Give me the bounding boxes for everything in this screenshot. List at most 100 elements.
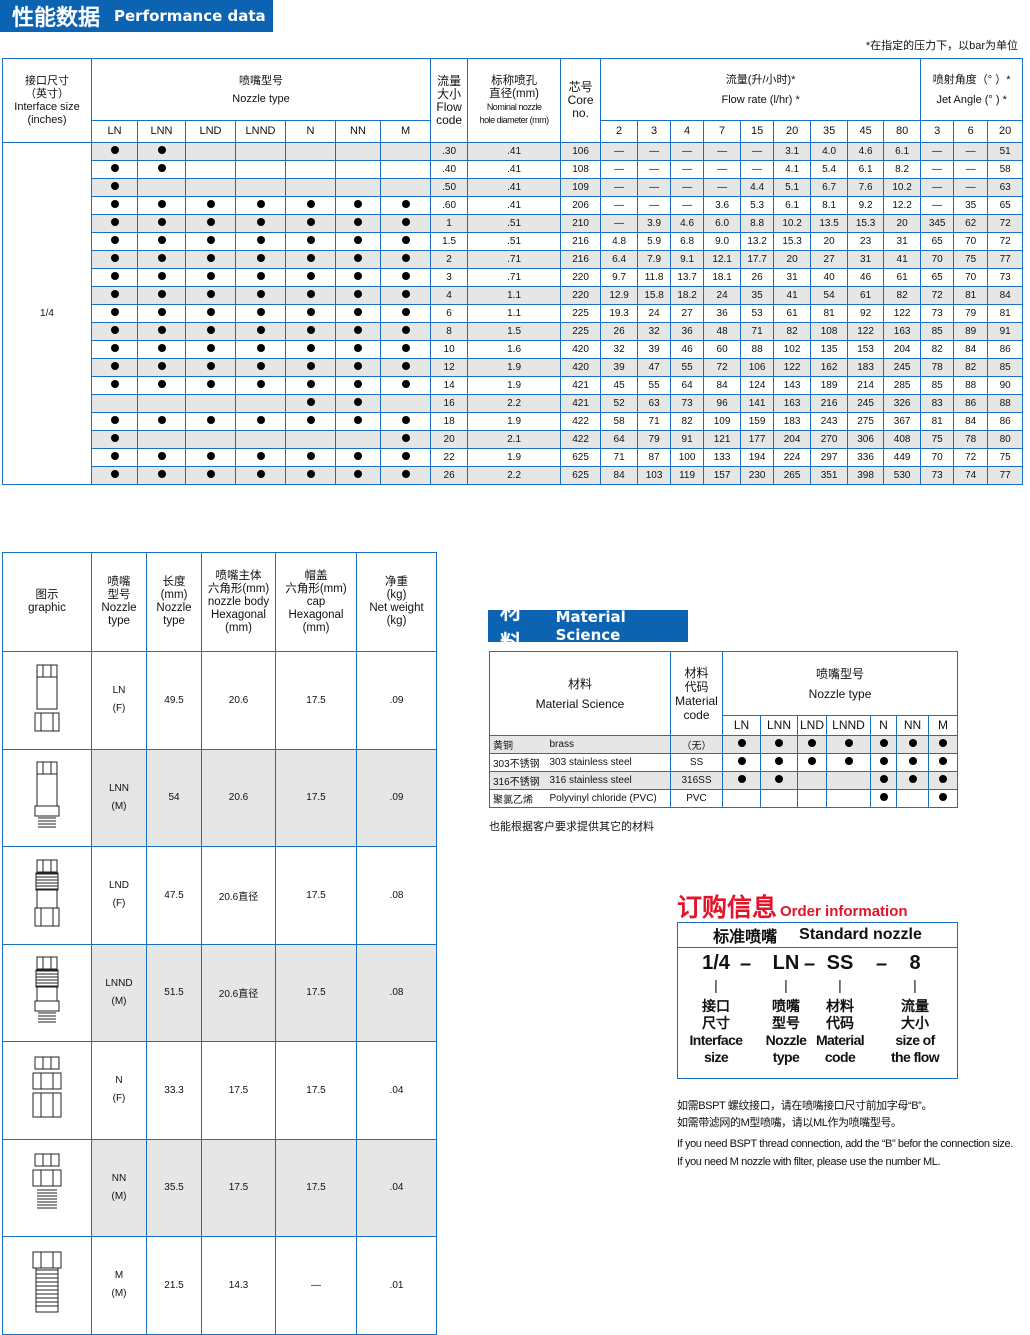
- availability-dot: [306, 380, 315, 388]
- core-no-cell: 210: [560, 214, 602, 233]
- availability-dot: [401, 200, 410, 208]
- flow-code-cell: 1.5: [430, 232, 469, 251]
- core-no-cell: 422: [560, 430, 602, 449]
- availability-dot: [256, 326, 265, 334]
- nozzle-type-cell: [91, 232, 138, 251]
- nozzle-type-cell: [235, 376, 286, 395]
- jet-angle-cell: 70: [920, 250, 955, 269]
- graphic-cell: [2, 1236, 92, 1335]
- material-name-cn: 黄铜: [489, 735, 550, 754]
- flow-code-cell: 16: [430, 394, 469, 413]
- jet-angle-cell: 72: [920, 286, 955, 305]
- jet-angle-cell: 84: [953, 412, 989, 431]
- length-cell: 54: [146, 748, 202, 847]
- flow-rate-cell: 8.1: [810, 196, 849, 215]
- flow-rate-cell: 3.1: [773, 142, 812, 161]
- jet-angle-cell: 51: [987, 142, 1024, 161]
- availability-dot: [354, 236, 362, 244]
- flow-rate-cell: 71: [637, 412, 672, 431]
- nozzle-type-cell: [379, 340, 432, 359]
- table-row: LN (F) 49.5 20.6 17.5.09: [2, 651, 437, 750]
- flow-rate-cell: 163: [883, 322, 922, 341]
- nozzle-type-cell: [235, 250, 286, 269]
- jet-angle-cell: 83: [920, 394, 955, 413]
- nozzle-type-cell: [335, 466, 381, 485]
- flow-rate-cell: —: [600, 142, 639, 161]
- flow-code-cell: .40: [430, 160, 469, 179]
- flow-rate-cell: 41: [883, 250, 922, 269]
- flow-rate-cell: 336: [847, 448, 885, 467]
- nozzle-type-cell: [927, 753, 959, 772]
- flow-rate-cell: 5.4: [810, 160, 849, 179]
- flow-rate-cell: 61: [883, 268, 922, 287]
- nozzle-type-cell: [760, 789, 798, 808]
- nozzle-type-cell: [826, 789, 871, 808]
- table-row: 8 1.5 225 26 32 36 48 71 82 108 122 163 85 89 91: [3, 322, 1024, 341]
- subheader-nozzle-lnn: LNN: [137, 120, 186, 143]
- flow-rate-cell: 92: [847, 304, 885, 323]
- flow-rate-cell: 108: [810, 322, 849, 341]
- nozzle-type-cell: [927, 735, 959, 754]
- subheader-nozzle-lnnd: LNND: [235, 120, 286, 143]
- header-material-code: 材料 代码 Material code: [670, 651, 723, 736]
- flow-rate-cell: 46: [670, 340, 705, 359]
- order-part-code: SS: [826, 952, 854, 974]
- table-row: 26 2.2 625 84 103 119 157 230 265 351 398 530 73 74 77: [3, 466, 1024, 485]
- flow-rate-cell: —: [670, 160, 705, 179]
- jet-angle-cell: —: [920, 142, 955, 161]
- table-row: 1.5.51 216 4.8 5.9 6.8 9.0 13.2 15.3 20 23 31 65 70 7…: [3, 232, 1024, 251]
- flow-rate-cell: 18.2: [670, 286, 705, 305]
- jet-angle-cell: 88: [953, 376, 989, 395]
- nozzle-type-cell: [185, 448, 236, 467]
- availability-dot: [354, 254, 362, 262]
- graphic-cell: [2, 748, 92, 847]
- flow-rate-cell: 36: [670, 322, 705, 341]
- flow-rate-cell: 4.0: [810, 142, 849, 161]
- subheader-nozzle-ln: LN: [722, 715, 761, 736]
- length-cell: 47.5: [146, 846, 202, 945]
- availability-dot: [157, 236, 166, 244]
- order-part-label-cn: 材料 代码: [826, 998, 854, 1031]
- weight-cell: .09: [356, 651, 437, 750]
- flow-rate-cell: 243: [810, 412, 849, 431]
- header-interface-size: 接口尺寸 （英寸） Interface size (inches): [2, 58, 92, 143]
- order-part-label-en: Nozzle type: [765, 1032, 807, 1065]
- subheader-pressure-45: 45: [847, 120, 885, 143]
- nominal-diameter-cell: 1.1: [467, 286, 562, 305]
- table-row: 6 1.1 225 19.3 24 27 36 53 61 81 92 122 73 79 81: [3, 304, 1024, 323]
- flow-rate-cell: 84: [600, 466, 639, 485]
- flow-rate-cell: 102: [773, 340, 812, 359]
- material-name-cn: 聚氯乙烯: [489, 789, 550, 808]
- n-nozzle-drawing-icon: [32, 1056, 62, 1118]
- flow-rate-cell: 96: [703, 394, 742, 413]
- nozzle-type-cell: [335, 178, 381, 197]
- availability-dot: [401, 254, 410, 262]
- core-no-cell: 421: [560, 376, 602, 395]
- header-flow-code: 流量 大小 Flow code: [430, 58, 469, 143]
- nozzle-type-cell: [379, 178, 432, 197]
- table-row: 303不锈钢 303 stainless steel SS: [489, 753, 959, 772]
- weight-cell: .08: [356, 943, 437, 1042]
- nozzle-type-cell: [235, 214, 286, 233]
- nominal-diameter-cell: .51: [467, 214, 562, 233]
- flow-rate-cell: 64: [670, 376, 705, 395]
- flow-rate-cell: 15.3: [847, 214, 885, 233]
- order-title: 订购信息 Order information: [677, 888, 908, 924]
- nozzle-type-cell: [722, 771, 761, 790]
- nozzle-gender-label: (M): [111, 1288, 127, 1300]
- ln-nozzle-drawing-icon: [34, 664, 60, 732]
- table-row: LNN (M) 54 20.6 17.5.09: [2, 748, 437, 847]
- availability-dot: [737, 739, 746, 747]
- flow-rate-cell: 91: [670, 430, 705, 449]
- flow-rate-cell: 163: [773, 394, 812, 413]
- lnn-nozzle-drawing-icon: [34, 761, 60, 828]
- flow-rate-cell: 31: [847, 250, 885, 269]
- nozzle-type-cell: [235, 304, 286, 323]
- material-table: 材料 Material Science 材料 代码 Material code …: [489, 651, 959, 808]
- jet-angle-cell: —: [920, 160, 955, 179]
- subheader-pressure-15: 15: [740, 120, 775, 143]
- availability-dot: [110, 164, 119, 172]
- flow-rate-cell: 32: [600, 340, 639, 359]
- flow-rate-cell: 41: [773, 286, 812, 305]
- flow-rate-cell: 189: [810, 376, 849, 395]
